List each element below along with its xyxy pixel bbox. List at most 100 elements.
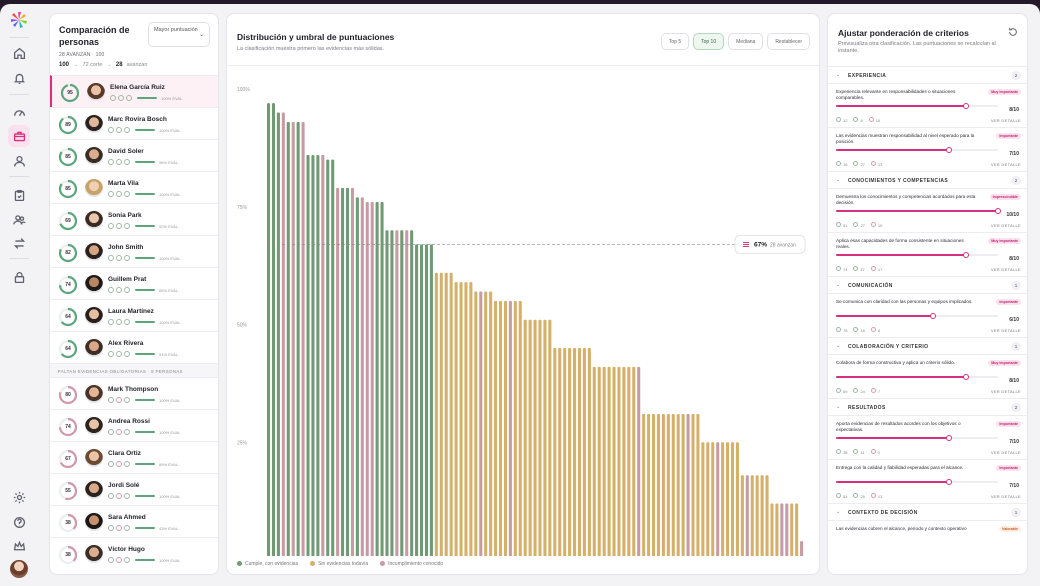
score-ring: 67: [58, 449, 78, 469]
person-row[interactable]: 64 Laura Martínez 100% EVAL.: [50, 299, 218, 331]
nav-teams[interactable]: [8, 208, 30, 230]
nav-notifications[interactable]: [8, 67, 30, 89]
weight-slider[interactable]: [836, 313, 998, 319]
median-button[interactable]: Mediana: [728, 33, 764, 50]
weight-slider[interactable]: [836, 479, 998, 485]
top5-button[interactable]: Top 5: [660, 33, 690, 50]
criteria-section-header[interactable]: ⌄ CONOCIMIENTOS Y COMPETENCIAS 2: [828, 171, 1027, 188]
person-row[interactable]: 64 Alex Rivera 91% EVAL.: [50, 331, 218, 363]
person-row[interactable]: 74 Andrea Rossi 100% EVAL.: [50, 409, 218, 441]
view-detail-link[interactable]: VER DETALLE: [990, 328, 1021, 333]
view-detail-link[interactable]: VER DETALLE: [990, 389, 1021, 394]
nav-people[interactable]: [8, 150, 30, 172]
weight-slider[interactable]: [836, 374, 998, 380]
person-meta: 100% EVAL.: [108, 319, 181, 325]
evidence-counts: 69 24 7: [836, 388, 880, 394]
score-value: 74: [65, 424, 71, 430]
person-row[interactable]: 74 Guillem Prat 85% EVAL.: [50, 267, 218, 299]
criteria-section-header[interactable]: ⌄ RESULTADOS 2: [828, 398, 1027, 415]
score-bar: [711, 442, 715, 556]
person-meta: 100% EVAL.: [108, 557, 181, 563]
person-name: Sara Ahmed: [108, 514, 146, 521]
person-row[interactable]: 95 Elena García Ruiz 100% EVAL.: [50, 75, 218, 107]
evidence-counts: 16 27 13: [836, 161, 882, 167]
check-icon: [116, 351, 122, 357]
weight-slider[interactable]: [836, 435, 998, 441]
criteria-section-header[interactable]: ⌄ CONTEXTO DE DECISIÓN 1: [828, 503, 1027, 520]
evaluation-label: 96% EVAL.: [159, 159, 180, 165]
score-bar: [479, 291, 483, 556]
criteria-count: 1: [1011, 508, 1021, 517]
weight-slider[interactable]: [836, 103, 998, 109]
weight-slider-knob[interactable]: [946, 435, 953, 441]
score-value: 38: [65, 520, 71, 526]
person-row[interactable]: 85 David Soler 96% EVAL.: [50, 139, 218, 171]
criterion-item: Entrega con la calidad y fiabilidad espe…: [828, 459, 1027, 503]
check-icon: [124, 429, 130, 435]
person-row[interactable]: 80 Mark Thompson 100% EVAL.: [50, 377, 218, 409]
evidence-count-value: 27: [860, 223, 865, 228]
reset-weights-icon[interactable]: [1008, 27, 1018, 37]
check-icon: [853, 493, 859, 498]
nav-positions[interactable]: [8, 125, 30, 147]
check-icon: [853, 449, 859, 454]
weight-slider[interactable]: [836, 252, 998, 258]
person-row[interactable]: 55 Jordi Solé 100% EVAL.: [50, 473, 218, 505]
evidence-count: 6: [870, 327, 880, 333]
criteria-section-header[interactable]: ⌄ COLABORACIÓN Y CRITERIO 1: [828, 337, 1027, 354]
reset-button[interactable]: Restablecer: [767, 33, 810, 50]
top10-button[interactable]: Top 10: [693, 33, 725, 50]
legend-item-gold: Sin evidencias todavía: [310, 561, 368, 567]
nav-evaluations[interactable]: [8, 184, 30, 206]
view-detail-link[interactable]: VER DETALLE: [990, 118, 1021, 123]
criteria-section-header[interactable]: ⌄ EXPERIENCIA 2: [828, 66, 1027, 83]
check-icon: [118, 95, 124, 101]
weight-slider-knob[interactable]: [930, 313, 937, 319]
weight-slider[interactable]: [836, 147, 998, 153]
score-value: 74: [65, 282, 71, 288]
nav-settings[interactable]: [8, 486, 30, 508]
nav-premium[interactable]: [8, 535, 30, 557]
criteria-section-header[interactable]: ⌄ COMUNICACIÓN 1: [828, 276, 1027, 293]
view-detail-link[interactable]: VER DETALLE: [990, 267, 1021, 272]
view-detail-link[interactable]: VER DETALLE: [990, 494, 1021, 499]
nav-dashboard[interactable]: [8, 101, 30, 123]
weight-slider-knob[interactable]: [946, 147, 953, 153]
weight-slider-knob[interactable]: [962, 103, 969, 109]
weight-slider-knob[interactable]: [995, 208, 1001, 214]
view-detail-link[interactable]: VER DETALLE: [990, 162, 1021, 167]
evidence-counts: 78 16 6: [836, 327, 880, 333]
person-row[interactable]: 89 Marc Rovira Bosch 100% EVAL.: [50, 107, 218, 139]
nav-transfers[interactable]: [8, 232, 30, 254]
nav-home[interactable]: [8, 42, 30, 64]
person-row[interactable]: 67 Clara Ortiz 89% EVAL.: [50, 441, 218, 473]
check-icon: [124, 461, 130, 467]
check-icon: [116, 557, 122, 563]
weight-slider-knob[interactable]: [962, 374, 969, 380]
score-bar: [627, 366, 631, 556]
score-bar: [434, 272, 438, 556]
nav-help[interactable]: [8, 511, 30, 533]
criteria-section-title: COLABORACIÓN Y CRITERIO: [848, 344, 929, 350]
person-name: Marc Rovira Bosch: [108, 116, 167, 123]
user-avatar[interactable]: [10, 560, 28, 578]
sort-select[interactable]: Mayor puntuación ⌄: [148, 22, 210, 47]
check-icon: [853, 117, 859, 122]
view-detail-link[interactable]: VER DETALLE: [990, 450, 1021, 455]
evaluation-bar: [135, 225, 155, 227]
person-row[interactable]: 38 Sara Ahmed 43% EVAL.: [50, 505, 218, 537]
person-row[interactable]: 85 Marta Vila 100% EVAL.: [50, 171, 218, 203]
check-icon: [124, 287, 130, 293]
person-row[interactable]: 69 Sonia Park 92% EVAL.: [50, 203, 218, 235]
check-icon: [870, 161, 876, 166]
view-detail-link[interactable]: VER DETALLE: [990, 223, 1021, 228]
weight-slider-knob[interactable]: [962, 252, 969, 258]
weight-slider[interactable]: [836, 208, 1001, 214]
weight-slider-fill: [836, 437, 950, 439]
score-bar: [311, 154, 315, 556]
person-row[interactable]: 38 Víctor Hugo 100% EVAL.: [50, 537, 218, 569]
person-row[interactable]: 82 John Smith 100% EVAL.: [50, 235, 218, 267]
score-bar: [637, 366, 641, 556]
nav-security[interactable]: [8, 266, 30, 288]
weight-slider-knob[interactable]: [946, 479, 953, 485]
